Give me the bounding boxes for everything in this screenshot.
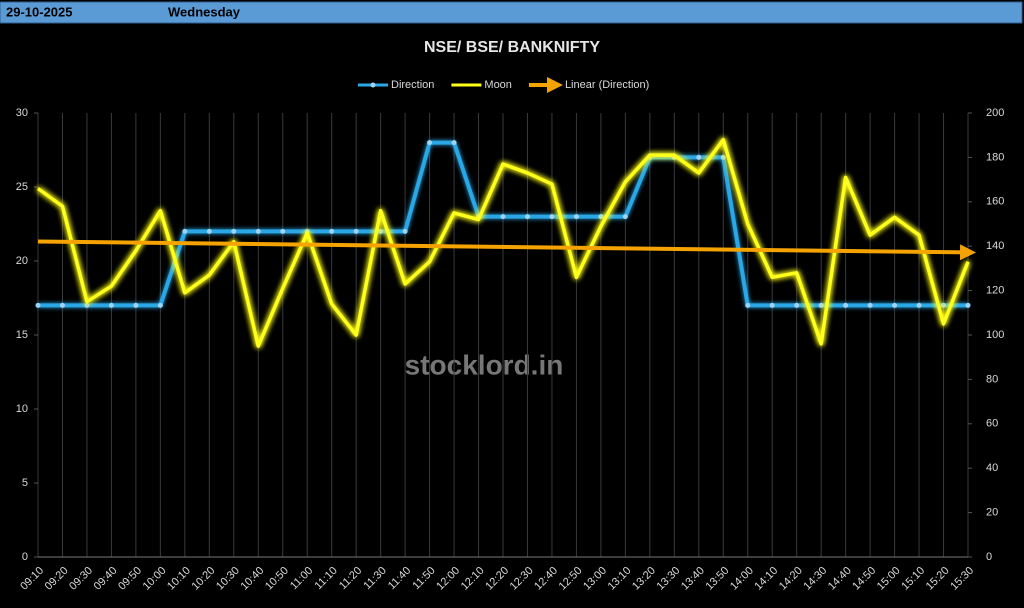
y2-tick-label: 60: [986, 418, 998, 430]
direction-marker: [182, 228, 188, 234]
y2-tick-label: 40: [986, 462, 998, 474]
direction-marker: [720, 154, 726, 160]
direction-marker: [892, 302, 898, 308]
moon-line: [36, 137, 970, 348]
direction-marker: [255, 228, 261, 234]
direction-marker: [769, 302, 775, 308]
header-day: Wednesday: [168, 4, 241, 19]
chart-title: NSE/ BSE/ BANKNIFTY: [424, 39, 600, 56]
direction-marker: [157, 302, 163, 308]
header-bar: [0, 1, 1023, 24]
y2-tick-label: 100: [986, 329, 1004, 341]
direction-marker: [231, 228, 237, 234]
direction-marker: [133, 302, 139, 308]
direction-marker: [696, 154, 702, 160]
direction-marker: [818, 302, 824, 308]
direction-marker: [500, 214, 506, 220]
y-tick-label: 30: [16, 107, 28, 119]
y2-tick-label: 80: [986, 373, 998, 385]
direction-marker: [867, 302, 873, 308]
y-tick-label: 5: [22, 477, 28, 489]
direction-marker: [353, 228, 359, 234]
y-tick-label: 10: [16, 403, 28, 415]
y-tick-label: 0: [22, 551, 28, 563]
y2-tick-label: 0: [986, 551, 992, 563]
y2-tick-label: 160: [986, 196, 1004, 208]
direction-marker: [280, 228, 286, 234]
direction-marker: [59, 302, 65, 308]
direction-marker: [549, 214, 555, 220]
legend-marker: [370, 82, 376, 88]
trendline: [37, 239, 976, 261]
watermark: stocklord.in: [405, 349, 564, 380]
direction-marker: [598, 214, 604, 220]
direction-marker: [573, 214, 579, 220]
y2-tick-label: 20: [986, 507, 998, 519]
y2-tick-label: 180: [986, 151, 1004, 163]
direction-marker: [329, 228, 335, 234]
header-date: 29-10-2025: [6, 4, 73, 19]
y-tick-label: 20: [16, 255, 28, 267]
direction-marker: [965, 302, 971, 308]
direction-marker: [843, 302, 849, 308]
y2-tick-label: 120: [986, 285, 1004, 297]
y2-tick-label: 140: [986, 240, 1004, 252]
direction-marker: [378, 228, 384, 234]
legend-label: Direction: [391, 79, 434, 91]
y-tick-label: 25: [16, 181, 28, 193]
direction-marker: [941, 302, 947, 308]
direction-marker: [794, 302, 800, 308]
direction-marker: [451, 140, 457, 146]
y2-tick-label: 200: [986, 107, 1004, 119]
direction-marker: [206, 228, 212, 234]
direction-marker: [35, 302, 41, 308]
legend-label: Linear (Direction): [565, 79, 649, 91]
direction-marker: [84, 302, 90, 308]
direction-marker: [916, 302, 922, 308]
y-tick-label: 15: [16, 329, 28, 341]
direction-marker: [427, 140, 433, 146]
direction-marker: [745, 302, 751, 308]
direction-marker: [402, 228, 408, 234]
direction-marker: [524, 214, 530, 220]
legend-label: Moon: [484, 79, 512, 91]
direction-marker: [622, 214, 628, 220]
direction-marker: [108, 302, 114, 308]
